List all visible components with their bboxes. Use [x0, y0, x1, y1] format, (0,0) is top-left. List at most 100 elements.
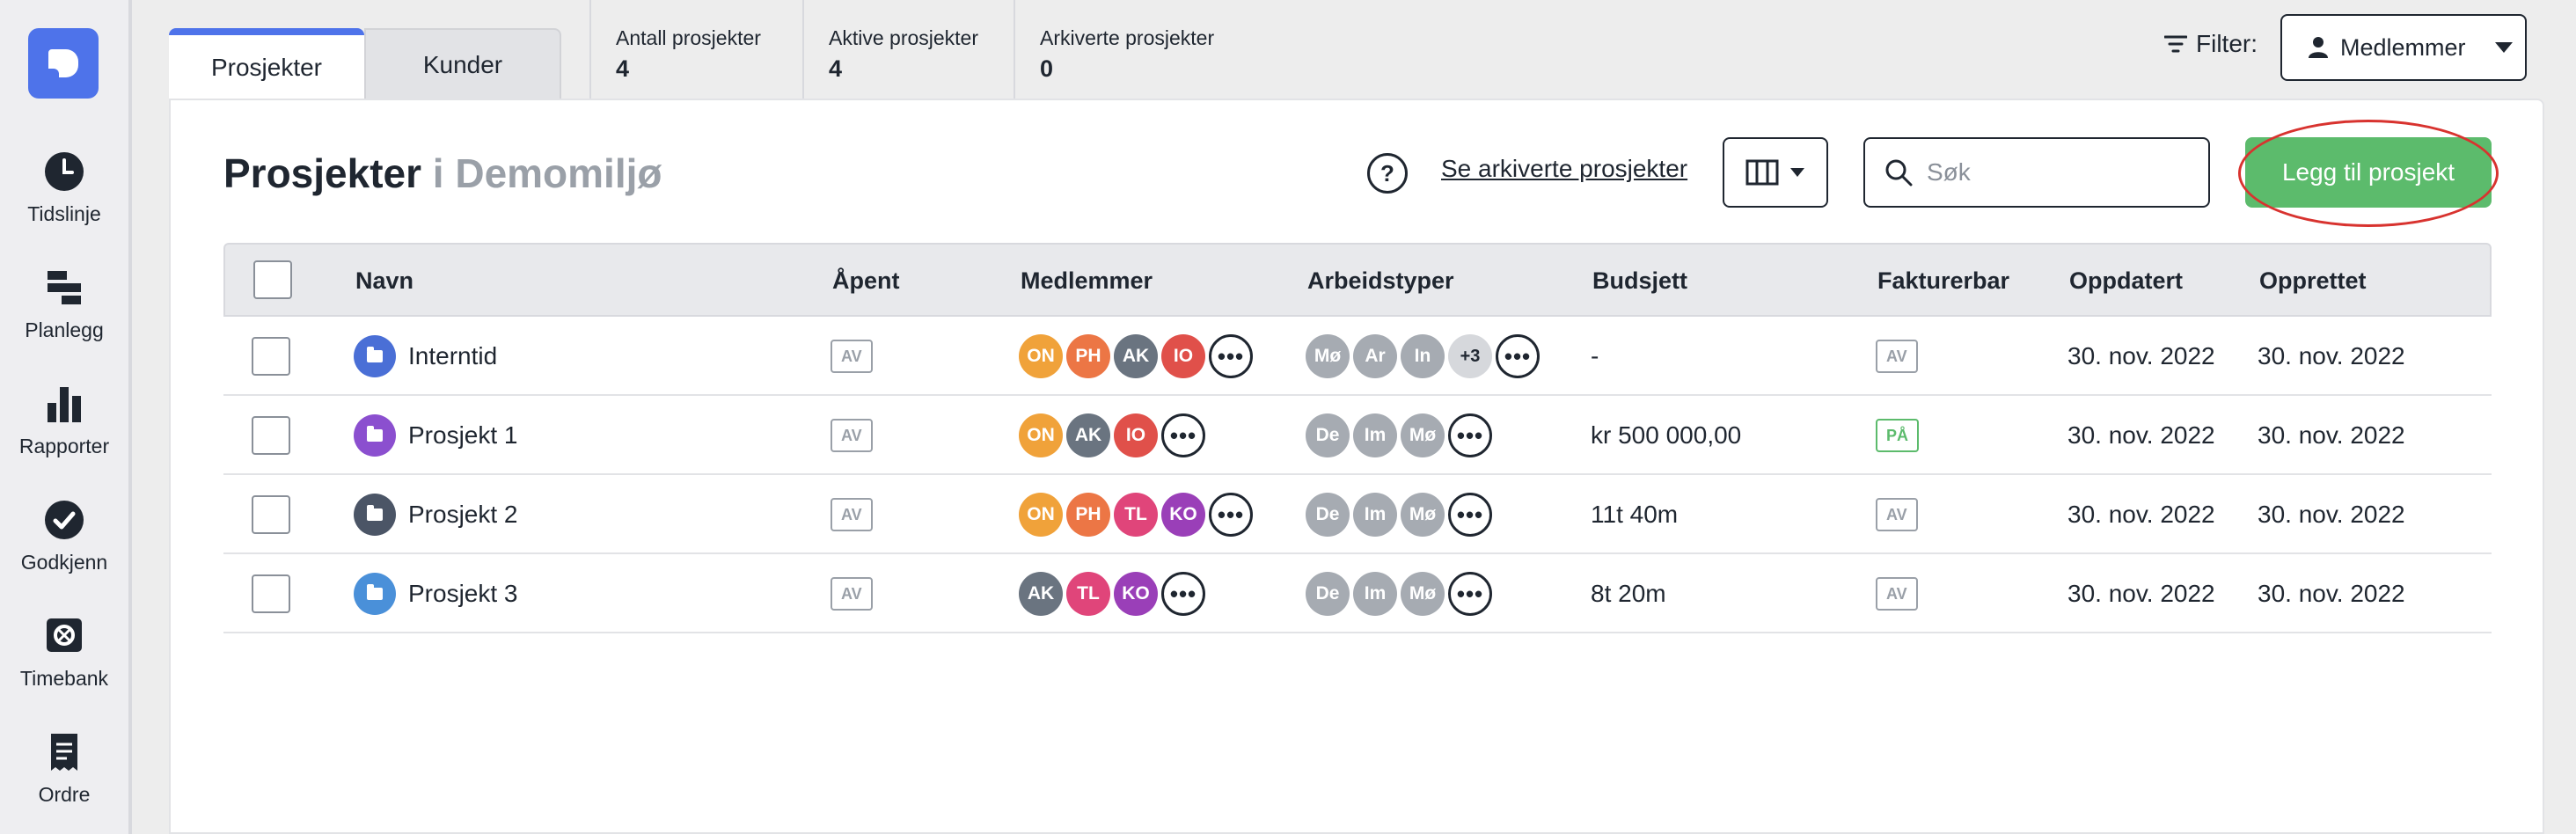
- open-cell: AV: [831, 396, 873, 475]
- stat-active-projects: Aktive prosjekter 4: [802, 0, 1015, 99]
- row-checkbox[interactable]: [252, 416, 290, 455]
- worktype-avatar[interactable]: Im: [1353, 413, 1397, 457]
- worktype-avatar[interactable]: Mø: [1401, 572, 1445, 616]
- stat-value: 4: [616, 55, 630, 82]
- column-header-billable[interactable]: Fakturerbar: [1877, 267, 2010, 294]
- worktype-avatar[interactable]: De: [1306, 572, 1350, 616]
- sidebar-item-rapporter[interactable]: Rapporter: [0, 384, 128, 458]
- sidebar-item-label: Rapporter: [18, 435, 110, 457]
- member-avatar[interactable]: AK: [1019, 572, 1063, 616]
- worktype-avatar[interactable]: De: [1306, 413, 1350, 457]
- tab-prosjekter[interactable]: Prosjekter: [169, 28, 364, 100]
- projects-card: Prosjekter i Demomiljø ? Se arkiverte pr…: [169, 99, 2544, 834]
- member-avatar[interactable]: PH: [1066, 334, 1110, 378]
- open-status-tag: AV: [831, 419, 873, 452]
- member-avatar[interactable]: TL: [1114, 493, 1158, 537]
- billable-status-tag: AV: [1876, 498, 1918, 531]
- archived-projects-link[interactable]: Se arkiverte prosjekter: [1441, 155, 1688, 182]
- member-avatar[interactable]: ON: [1019, 334, 1063, 378]
- filter-icon: [2164, 35, 2187, 53]
- more-members-icon[interactable]: •••: [1209, 493, 1253, 537]
- column-picker-button[interactable]: [1723, 137, 1828, 208]
- stat-total-projects: Antall prosjekter 4: [589, 0, 797, 99]
- project-name: Prosjekt 1: [408, 421, 518, 449]
- worktype-avatar[interactable]: In: [1401, 334, 1445, 378]
- more-worktypes-icon[interactable]: •••: [1448, 413, 1492, 457]
- table-row[interactable]: Interntid AV ON PH AK IO ••• Mø Ar In +3 ••• - AV 30. …: [223, 317, 2492, 396]
- add-project-button[interactable]: Legg til prosjekt: [2245, 137, 2492, 208]
- budget-cell: 11t 40m: [1591, 501, 1679, 528]
- clock-icon: [45, 152, 84, 191]
- select-all-checkbox[interactable]: [253, 260, 292, 299]
- more-worktypes-icon[interactable]: •••: [1496, 334, 1540, 378]
- app-logo[interactable]: [28, 28, 99, 99]
- worktype-avatar[interactable]: Im: [1353, 493, 1397, 537]
- worktypes-cell: De Im Mø •••: [1306, 396, 1496, 475]
- sidebar-item-tidslinje[interactable]: Tidslinje: [0, 151, 128, 226]
- column-header-members[interactable]: Medlemmer: [1021, 267, 1153, 294]
- table-row[interactable]: Prosjekt 3 AV AK TL KO ••• De Im Mø ••• 8t 20m AV 30…: [223, 554, 2492, 633]
- filter-members-dropdown[interactable]: Medlemmer: [2280, 14, 2527, 81]
- column-header-open[interactable]: Åpent: [832, 267, 900, 294]
- sidebar: Tidslinje Planlegg Rapporter Godkjenn Ti…: [0, 0, 132, 834]
- folder-icon: [354, 335, 396, 377]
- sidebar-item-godkjenn[interactable]: Godkjenn: [0, 500, 128, 574]
- sidebar-item-label: Godkjenn: [20, 551, 108, 574]
- project-name: Prosjekt 3: [408, 580, 518, 607]
- table-row[interactable]: Prosjekt 1 AV ON AK IO ••• De Im Mø ••• kr 500 000…: [223, 396, 2492, 475]
- main-content: Prosjekter Kunder Antall prosjekter 4 Ak…: [169, 0, 2544, 834]
- worktype-avatar[interactable]: Im: [1353, 572, 1397, 616]
- table-body: Interntid AV ON PH AK IO ••• Mø Ar In +3 ••• - AV 30. …: [223, 317, 2492, 633]
- filter-label: Filter:: [2164, 30, 2258, 58]
- more-worktypes-icon[interactable]: •••: [1448, 572, 1492, 616]
- row-checkbox[interactable]: [252, 495, 290, 534]
- sidebar-item-timebank[interactable]: Timebank: [0, 616, 128, 691]
- member-avatar[interactable]: IO: [1114, 413, 1158, 457]
- members-cell: AK TL KO •••: [1019, 554, 1209, 633]
- worktype-avatar[interactable]: De: [1306, 493, 1350, 537]
- project-name-cell[interactable]: Prosjekt 1: [354, 396, 518, 475]
- more-members-icon[interactable]: •••: [1161, 572, 1205, 616]
- help-icon[interactable]: ?: [1367, 153, 1408, 194]
- member-avatar[interactable]: PH: [1066, 493, 1110, 537]
- search-icon: [1885, 159, 1913, 187]
- row-checkbox[interactable]: [252, 337, 290, 376]
- member-avatar[interactable]: ON: [1019, 413, 1063, 457]
- worktypes-extra-count[interactable]: +3: [1448, 334, 1492, 378]
- more-members-icon[interactable]: •••: [1161, 413, 1205, 457]
- project-name-cell[interactable]: Interntid: [354, 317, 497, 396]
- member-avatar[interactable]: TL: [1066, 572, 1110, 616]
- column-header-worktypes[interactable]: Arbeidstyper: [1307, 267, 1454, 294]
- column-header-updated[interactable]: Oppdatert: [2069, 267, 2184, 294]
- column-header-budget[interactable]: Budsjett: [1592, 267, 1687, 294]
- user-icon: [2309, 37, 2328, 58]
- created-cell: 30. nov. 2022: [2258, 501, 2405, 528]
- sidebar-item-label: Planlegg: [25, 318, 104, 341]
- member-avatar[interactable]: ON: [1019, 493, 1063, 537]
- worktype-avatar[interactable]: Mø: [1401, 493, 1445, 537]
- search-box[interactable]: [1863, 137, 2210, 208]
- column-header-created[interactable]: Opprettet: [2259, 267, 2367, 294]
- sidebar-item-ordre[interactable]: Ordre: [0, 732, 128, 807]
- worktype-avatar[interactable]: Mø: [1401, 413, 1445, 457]
- column-header-name[interactable]: Navn: [355, 267, 414, 294]
- worktype-avatar[interactable]: Mø: [1306, 334, 1350, 378]
- member-avatar[interactable]: KO: [1161, 493, 1205, 537]
- more-members-icon[interactable]: •••: [1209, 334, 1253, 378]
- member-avatar[interactable]: AK: [1114, 334, 1158, 378]
- worktype-avatar[interactable]: Ar: [1353, 334, 1397, 378]
- created-cell: 30. nov. 2022: [2258, 580, 2405, 607]
- open-cell: AV: [831, 475, 873, 554]
- member-avatar[interactable]: IO: [1161, 334, 1205, 378]
- table-row[interactable]: Prosjekt 2 AV ON PH TL KO ••• De Im Mø ••• 11t 40m A…: [223, 475, 2492, 554]
- tab-kunder[interactable]: Kunder: [364, 28, 561, 100]
- project-name-cell[interactable]: Prosjekt 3: [354, 554, 518, 633]
- member-avatar[interactable]: KO: [1114, 572, 1158, 616]
- billable-cell: AV: [1876, 317, 1918, 396]
- member-avatar[interactable]: AK: [1066, 413, 1110, 457]
- sidebar-item-planlegg[interactable]: Planlegg: [0, 267, 128, 342]
- project-name-cell[interactable]: Prosjekt 2: [354, 475, 518, 554]
- row-checkbox[interactable]: [252, 574, 290, 613]
- more-worktypes-icon[interactable]: •••: [1448, 493, 1492, 537]
- search-input[interactable]: [1927, 158, 2191, 187]
